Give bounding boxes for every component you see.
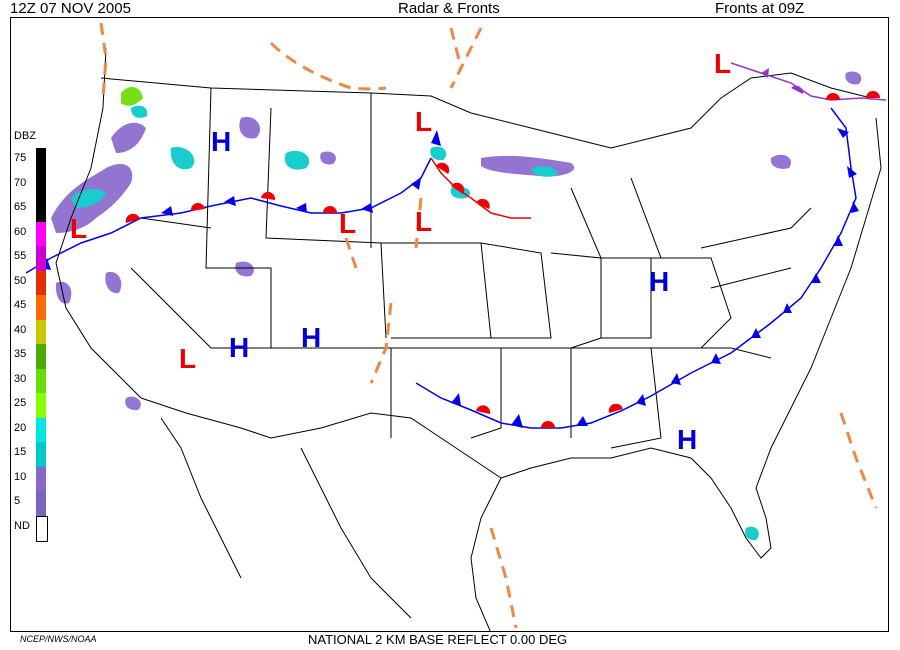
legend-item-label: 50: [14, 274, 27, 287]
legend-color-swatch: [36, 148, 46, 173]
legend-item: 65: [14, 197, 50, 222]
legend-item-label: ND: [14, 519, 30, 532]
low-pressure-center: L: [714, 48, 732, 79]
legend-item-label: 40: [14, 323, 27, 336]
legend-color-swatch: [36, 246, 46, 271]
legend-color-swatch: [36, 295, 46, 320]
legend-item: 30: [14, 368, 50, 393]
map-canvas: [25, 22, 887, 631]
high-pressure-center: H: [229, 332, 250, 363]
legend-item-label: 60: [14, 225, 27, 238]
legend-item: 25: [14, 393, 50, 418]
high-pressure-center: H: [211, 126, 232, 157]
legend-item-label: 45: [14, 299, 27, 311]
high-pressure-center: H: [649, 266, 670, 297]
valid-time-label: 12Z 07 NOV 2005: [10, 0, 131, 17]
legend-item: 55: [14, 246, 50, 271]
legend-item: 60: [14, 221, 50, 246]
legend-item: 40: [14, 319, 50, 344]
legend-item: 45: [14, 295, 50, 320]
cold-front-west: [25, 157, 432, 274]
legend-item: 75: [14, 148, 50, 173]
warm-front-north: [430, 130, 531, 219]
legend-color-swatch: [36, 417, 46, 442]
product-title: Radar & Fronts: [398, 0, 500, 17]
legend-item-label: 70: [14, 176, 27, 189]
high-pressure-center: H: [677, 424, 698, 455]
legend-item: 50: [14, 270, 50, 295]
legend-item-label: 25: [14, 397, 27, 409]
occluded-front-northeast: [730, 62, 887, 101]
legend-item-label: 30: [14, 372, 27, 385]
legend-item: 10: [14, 466, 50, 491]
legend-item: 20: [14, 417, 50, 442]
legend-item-label: 15: [14, 446, 27, 458]
legend-item: 5: [14, 491, 50, 516]
legend-color-swatch: [36, 172, 46, 197]
legend-item: 35: [14, 344, 50, 369]
legend-color-swatch: [36, 344, 46, 369]
legend-item-label: 10: [14, 470, 27, 483]
product-description: NATIONAL 2 KM BASE REFLECT 0.00 DEG: [308, 632, 568, 647]
legend-item-label: 20: [14, 421, 27, 434]
fronts-time-label: Fronts at 09Z: [715, 0, 805, 17]
legend-color-swatch: [36, 319, 46, 344]
low-pressure-center: L: [339, 208, 357, 239]
high-pressure-center: H: [301, 322, 322, 353]
source-label: NCEP/NWS/NOAA: [20, 634, 97, 644]
low-pressure-center: L: [179, 343, 197, 374]
legend-item: 70: [14, 172, 50, 197]
legend-color-swatch: [36, 515, 48, 542]
legend-color-swatch: [36, 270, 46, 295]
legend-item: ND: [14, 515, 50, 542]
radar-echoes: [51, 71, 862, 541]
legend-color-swatch: [36, 393, 46, 418]
legend-item: 15: [14, 442, 50, 467]
legend-item-label: 75: [14, 152, 27, 164]
legend-color-swatch: [36, 466, 46, 491]
legend-title: DBZ: [14, 130, 36, 142]
legend-color-swatch: [36, 221, 46, 246]
legend-color-swatch: [36, 442, 46, 467]
low-pressure-center: L: [415, 106, 433, 137]
low-pressure-center: L: [70, 213, 88, 244]
trough-lines: [99, 22, 878, 629]
stationary-front-south: [415, 107, 859, 429]
legend-item-label: 55: [14, 250, 27, 262]
legend-color-swatch: [36, 491, 46, 516]
legend-item-label: 35: [14, 348, 27, 360]
legend-color-swatch: [36, 197, 46, 222]
legend-color-swatch: [36, 368, 46, 393]
legend-item-label: 65: [14, 201, 27, 213]
legend-item-label: 5: [14, 495, 21, 507]
map-boundaries: [55, 47, 882, 631]
weather-map: H H H H H L L L L L L: [10, 17, 889, 632]
low-pressure-center: L: [415, 206, 433, 237]
